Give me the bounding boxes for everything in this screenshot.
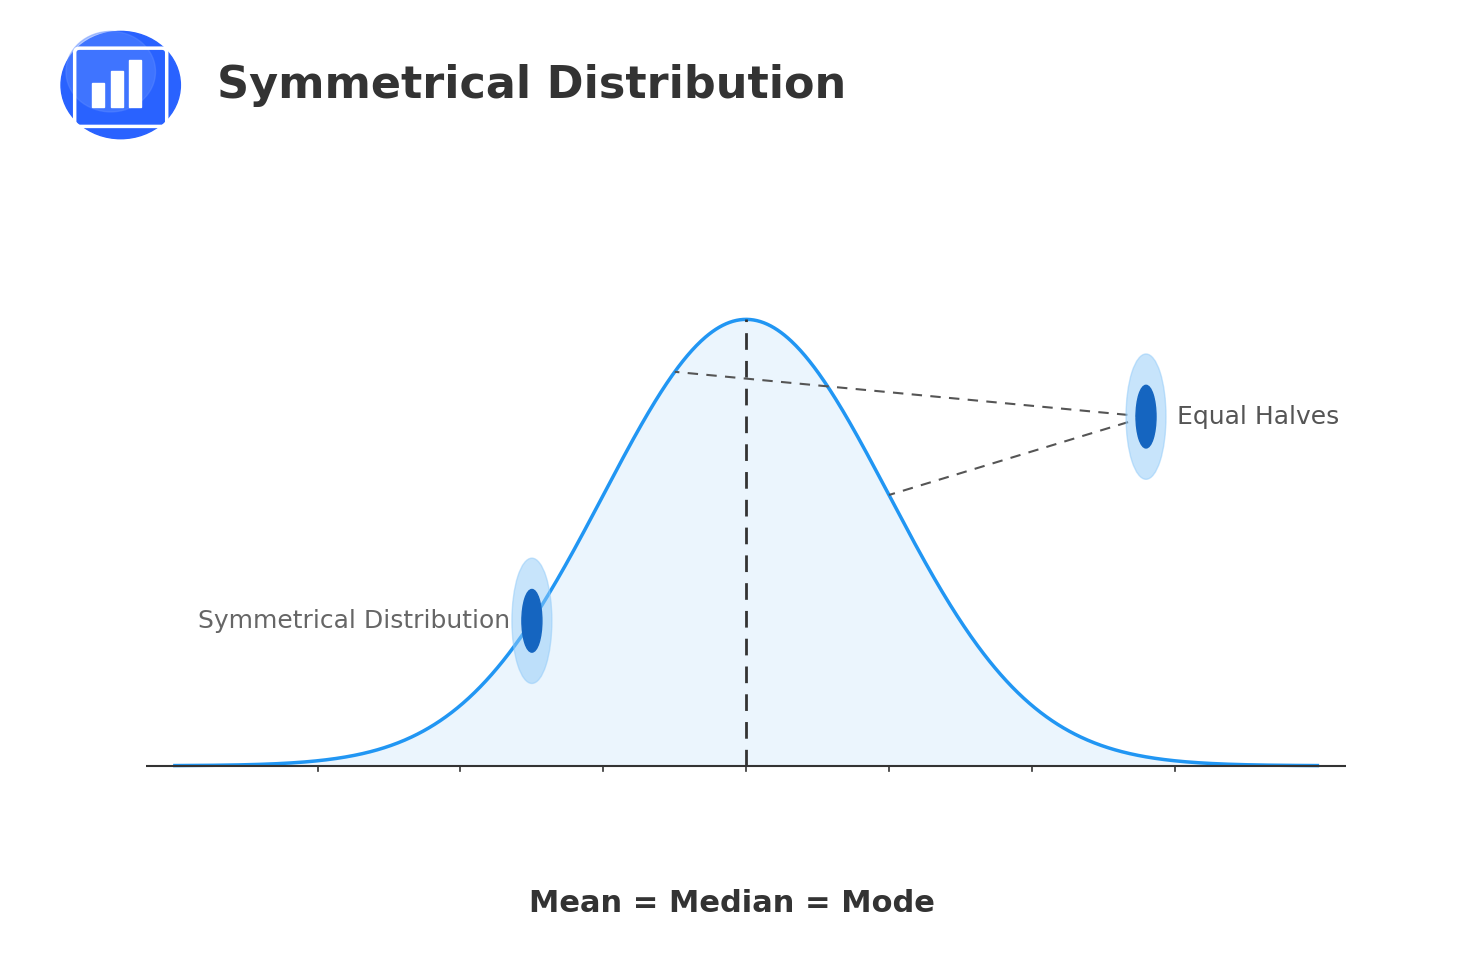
Circle shape (522, 589, 541, 652)
Text: Symmetrical Distribution: Symmetrical Distribution (199, 608, 511, 633)
Circle shape (1127, 354, 1166, 479)
Circle shape (1135, 385, 1156, 448)
Bar (111, 71, 123, 108)
Text: Mean = Median = Mode: Mean = Median = Mode (528, 889, 935, 919)
Bar (92, 83, 104, 108)
Circle shape (512, 558, 552, 683)
Text: Equal Halves: Equal Halves (1178, 404, 1340, 429)
Circle shape (66, 31, 155, 112)
Bar (129, 60, 142, 108)
Circle shape (61, 31, 180, 139)
Text: Symmetrical Distribution: Symmetrical Distribution (217, 64, 846, 107)
